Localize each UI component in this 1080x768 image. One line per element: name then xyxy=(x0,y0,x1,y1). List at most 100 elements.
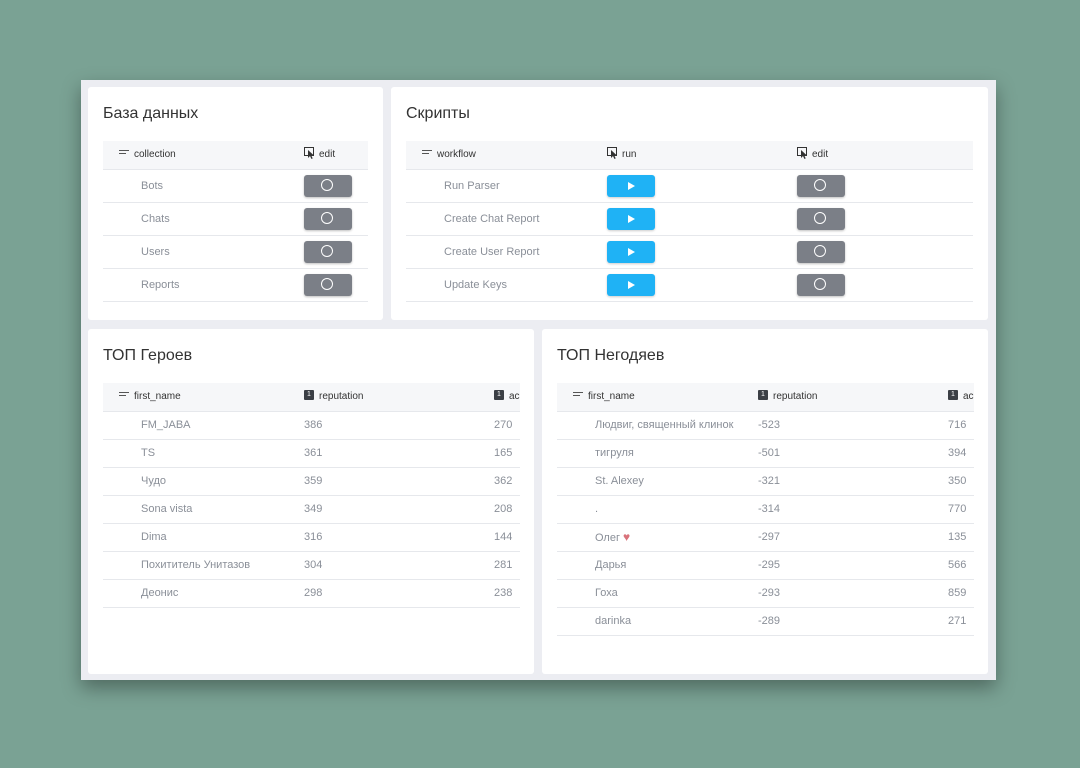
first-name-text: Похититель Унитазов xyxy=(141,559,251,571)
collection-name: Bots xyxy=(141,180,164,192)
text-column-icon xyxy=(573,391,583,399)
heroes-card: ТОП Героев first_name 1 reputation 1 ac FM… xyxy=(88,329,534,674)
first-name-cell: St. Alexey xyxy=(595,468,644,495)
database-table: collection edit Bots Chats Users Reports xyxy=(103,141,368,302)
run-button[interactable] xyxy=(607,175,655,197)
reputation-cell: -314 xyxy=(758,503,781,515)
first-name-text: Олег xyxy=(595,532,620,544)
third-column-cell: 135 xyxy=(948,531,967,543)
circle-icon xyxy=(321,212,333,224)
column-reputation[interactable]: 1 reputation xyxy=(758,383,817,411)
column-third[interactable]: 1 ac xyxy=(948,383,974,411)
third-column-cell: 859 xyxy=(948,587,967,599)
table-row: Гоха -293 859 xyxy=(557,580,974,608)
table-header: workflow run edit xyxy=(406,141,973,170)
column-edit[interactable]: edit xyxy=(797,141,828,169)
column-reputation[interactable]: 1 reputation xyxy=(304,383,363,411)
number-column-icon: 1 xyxy=(758,390,768,401)
table-header: collection edit xyxy=(103,141,368,170)
column-workflow[interactable]: workflow xyxy=(422,141,476,169)
third-column-cell: 144 xyxy=(494,531,513,543)
reputation-cell: -289 xyxy=(758,615,781,627)
run-button[interactable] xyxy=(607,208,655,230)
edit-button[interactable] xyxy=(797,175,845,197)
edit-button[interactable] xyxy=(797,241,845,263)
column-edit[interactable]: edit xyxy=(304,141,335,169)
play-icon xyxy=(628,248,635,256)
table-row: Дарья -295 566 xyxy=(557,552,974,580)
number-column-icon: 1 xyxy=(304,390,314,401)
column-run[interactable]: run xyxy=(607,141,636,169)
workflow-name: Run Parser xyxy=(444,180,500,192)
table-row: Reports xyxy=(103,269,368,302)
table-row: Bots xyxy=(103,170,368,203)
edit-button[interactable] xyxy=(304,208,352,230)
first-name-text: darinka xyxy=(595,615,632,627)
play-icon xyxy=(628,215,635,223)
edit-button[interactable] xyxy=(797,208,845,230)
first-name-text: Людвиг, священный клинок xyxy=(595,419,734,431)
edit-button[interactable] xyxy=(797,274,845,296)
reputation-cell: 298 xyxy=(304,587,323,599)
play-icon xyxy=(628,281,635,289)
column-third[interactable]: 1 ac xyxy=(494,383,520,411)
text-column-icon xyxy=(119,391,129,399)
scripts-table: workflow run edit Run Parser Create Chat … xyxy=(406,141,973,302)
column-first-name[interactable]: first_name xyxy=(119,383,181,411)
first-name-cell: тигруля xyxy=(595,440,634,467)
table-header: first_name 1 reputation 1 ac xyxy=(557,383,974,412)
first-name-cell: TS xyxy=(141,440,155,467)
first-name-cell: Дарья xyxy=(595,552,626,579)
edit-button[interactable] xyxy=(304,274,352,296)
table-row: Create User Report xyxy=(406,236,973,269)
first-name-text: Dima xyxy=(141,531,167,543)
table-row: Sona vista 349 208 xyxy=(103,496,520,524)
edit-button[interactable] xyxy=(304,241,352,263)
first-name-cell: Гоха xyxy=(595,580,618,607)
run-button[interactable] xyxy=(607,274,655,296)
first-name-cell: Dima xyxy=(141,524,167,551)
table-row: darinka -289 271 xyxy=(557,608,974,636)
first-name-cell: Чудо xyxy=(141,468,166,495)
database-card: База данных collection edit Bots Chats Use… xyxy=(88,87,383,320)
heroes-title: ТОП Героев xyxy=(103,347,193,364)
first-name-cell: Олег ♥ xyxy=(595,524,630,552)
villains-table: first_name 1 reputation 1 ac Людвиг, свяще… xyxy=(557,383,974,636)
circle-icon xyxy=(321,278,333,290)
reputation-cell: 361 xyxy=(304,447,323,459)
reputation-cell: -501 xyxy=(758,447,781,459)
reputation-cell: 304 xyxy=(304,559,323,571)
third-column-cell: 281 xyxy=(494,559,513,571)
text-column-icon xyxy=(119,149,129,157)
table-header: first_name 1 reputation 1 ac xyxy=(103,383,520,412)
first-name-cell: FM_JABA xyxy=(141,412,191,439)
button-column-icon xyxy=(607,147,617,160)
first-name-text: Чудо xyxy=(141,475,167,487)
first-name-text: Дарья xyxy=(595,559,627,571)
reputation-cell: 359 xyxy=(304,475,323,487)
play-icon xyxy=(628,182,635,190)
table-row: Users xyxy=(103,236,368,269)
button-column-icon xyxy=(304,147,314,160)
villains-card: ТОП Негодяев first_name 1 reputation 1 ac … xyxy=(542,329,988,674)
villains-title: ТОП Негодяев xyxy=(557,347,665,364)
first-name-text: Гоха xyxy=(595,587,618,599)
scripts-card: Скрипты workflow run edit Run Parser Crea… xyxy=(391,87,988,320)
column-first-name[interactable]: first_name xyxy=(573,383,635,411)
column-collection[interactable]: collection xyxy=(119,141,176,169)
circle-icon xyxy=(814,212,826,224)
first-name-text: . xyxy=(595,503,599,515)
database-title: База данных xyxy=(103,105,199,122)
table-row: Create Chat Report xyxy=(406,203,973,236)
circle-icon xyxy=(321,179,333,191)
first-name-text: тигруля xyxy=(595,447,634,459)
table-row: Деонис 298 238 xyxy=(103,580,520,608)
reputation-cell: 316 xyxy=(304,531,323,543)
reputation-cell: 349 xyxy=(304,503,323,515)
run-button[interactable] xyxy=(607,241,655,263)
first-name-text: FM_JABA xyxy=(141,419,191,431)
number-column-icon: 1 xyxy=(494,390,504,401)
third-column-cell: 770 xyxy=(948,503,967,515)
table-row: . -314 770 xyxy=(557,496,974,524)
edit-button[interactable] xyxy=(304,175,352,197)
